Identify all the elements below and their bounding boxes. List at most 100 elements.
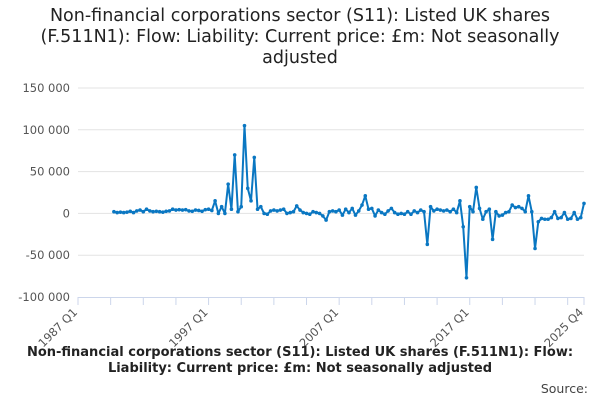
data-point xyxy=(370,206,374,211)
data-point xyxy=(464,275,469,280)
y-tick-label: 100 000 xyxy=(22,123,70,137)
data-point xyxy=(275,209,279,213)
data-point xyxy=(451,207,456,212)
data-point xyxy=(445,208,449,212)
data-point xyxy=(552,209,557,214)
data-point xyxy=(304,211,309,216)
data-point xyxy=(471,209,475,214)
data-point xyxy=(569,216,573,221)
data-point xyxy=(546,217,550,222)
data-point xyxy=(441,209,446,213)
data-point xyxy=(513,205,518,210)
data-point xyxy=(438,208,443,212)
data-point xyxy=(291,209,296,214)
data-point xyxy=(425,242,430,247)
data-point xyxy=(174,208,178,212)
data-point xyxy=(187,209,191,213)
data-point xyxy=(529,209,534,214)
data-point xyxy=(278,208,283,212)
data-point xyxy=(170,207,175,212)
data-point xyxy=(268,209,273,213)
data-point xyxy=(539,216,544,221)
data-point xyxy=(144,207,149,212)
data-point xyxy=(366,207,371,212)
data-point xyxy=(497,214,501,218)
data-point xyxy=(520,206,524,211)
data-point xyxy=(262,211,266,216)
data-point xyxy=(516,204,521,209)
data-point xyxy=(340,213,345,217)
data-point xyxy=(285,211,289,216)
data-point xyxy=(164,209,168,214)
data-point xyxy=(389,206,394,211)
data-point xyxy=(324,218,328,222)
data-point xyxy=(219,204,224,209)
data-point xyxy=(396,212,400,217)
data-point xyxy=(565,217,570,222)
data-point xyxy=(356,209,361,213)
data-point xyxy=(337,208,341,212)
data-point xyxy=(200,209,204,214)
data-point xyxy=(503,210,508,215)
data-point xyxy=(294,204,299,208)
y-tick-label: -50 000 xyxy=(26,248,70,262)
data-point xyxy=(490,237,495,242)
data-point xyxy=(409,212,413,217)
data-point xyxy=(134,209,139,213)
data-point xyxy=(353,213,358,217)
data-point xyxy=(203,207,208,212)
data-point xyxy=(206,207,211,212)
data-point xyxy=(236,209,240,214)
data-point xyxy=(507,209,511,214)
data-point xyxy=(210,208,214,213)
data-point xyxy=(307,212,312,217)
data-point xyxy=(461,224,466,229)
data-point xyxy=(405,209,410,214)
data-point xyxy=(151,209,155,214)
chart-title: Non-financial corporations sector (S11):… xyxy=(40,6,560,68)
data-point xyxy=(249,199,253,203)
data-point xyxy=(415,210,420,215)
data-point xyxy=(500,213,505,217)
x-tick-label: 1997 Q1 xyxy=(166,305,211,350)
data-point xyxy=(484,209,488,214)
data-point xyxy=(161,210,165,214)
data-point xyxy=(376,208,381,212)
x-tick-label: 1987 Q1 xyxy=(35,305,80,350)
data-point xyxy=(239,204,244,209)
data-point xyxy=(422,209,426,214)
data-point xyxy=(128,209,133,214)
data-point xyxy=(118,210,123,214)
data-point xyxy=(121,210,126,215)
series-caption: Non-financial corporations sector (S11):… xyxy=(26,345,574,376)
x-tick-label: 2025 Q4 xyxy=(541,305,586,350)
data-point xyxy=(196,208,201,213)
data-point xyxy=(183,207,188,212)
source-label: Source: xyxy=(540,381,588,396)
data-point xyxy=(467,204,472,209)
data-point xyxy=(379,210,384,215)
data-point xyxy=(232,153,237,157)
data-point xyxy=(373,214,377,218)
data-point xyxy=(115,210,119,215)
data-point xyxy=(428,204,433,209)
y-tick-label: -100 000 xyxy=(18,290,70,304)
data-point xyxy=(125,210,129,214)
data-point xyxy=(578,215,583,220)
data-point xyxy=(582,201,586,206)
data-point xyxy=(252,155,257,160)
data-point xyxy=(477,206,482,211)
data-point xyxy=(363,194,368,198)
data-point xyxy=(533,246,537,251)
data-point xyxy=(347,210,351,215)
y-tick-label: 50 000 xyxy=(30,165,70,179)
data-point xyxy=(556,216,560,221)
x-tick-label: 2017 Q1 xyxy=(427,305,472,350)
data-point xyxy=(481,217,485,222)
data-point xyxy=(229,207,234,212)
data-point xyxy=(536,219,541,224)
x-tick-label: 2007 Q1 xyxy=(297,305,342,350)
data-point xyxy=(487,207,492,212)
data-point xyxy=(399,211,403,216)
